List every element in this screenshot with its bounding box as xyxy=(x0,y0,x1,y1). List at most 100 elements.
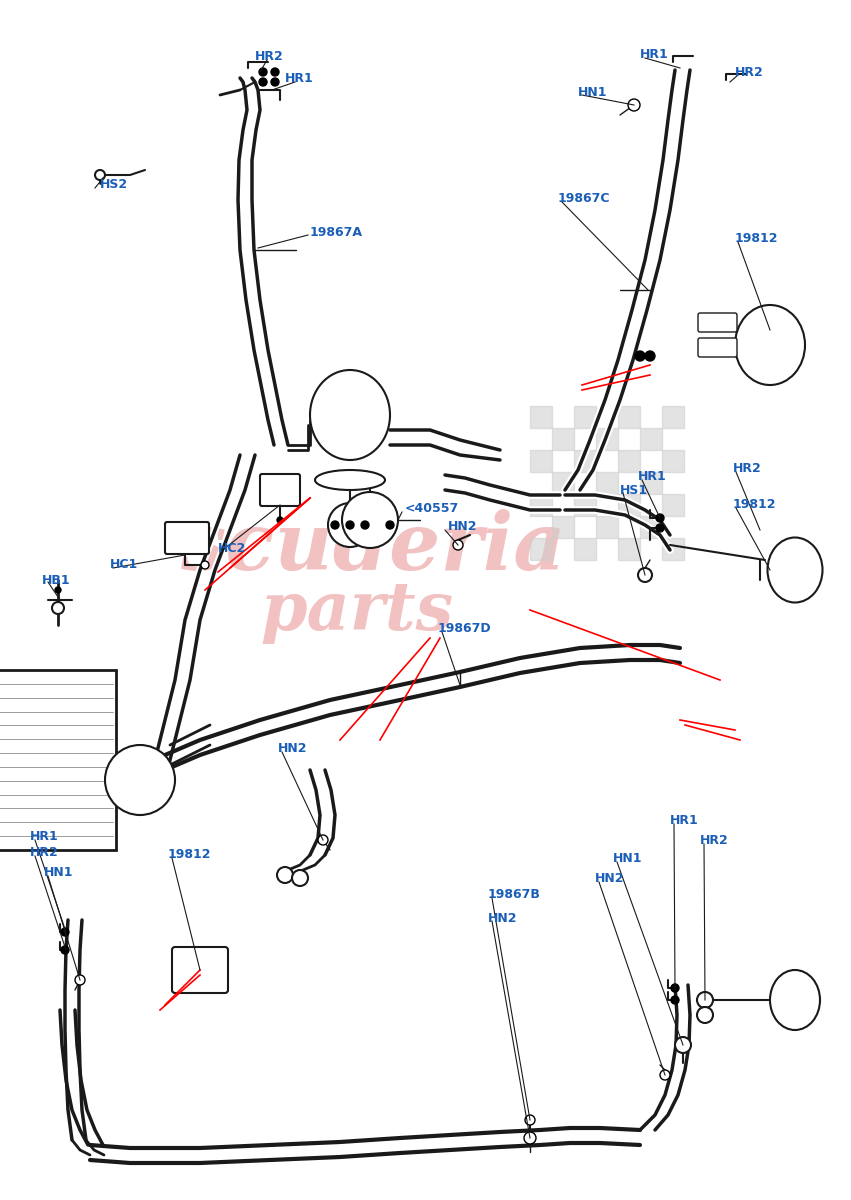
Bar xyxy=(530,406,552,428)
Text: 19812: 19812 xyxy=(735,232,779,245)
Circle shape xyxy=(697,992,713,1008)
Circle shape xyxy=(318,835,328,845)
Bar xyxy=(662,494,684,516)
Text: 19812: 19812 xyxy=(733,498,776,510)
FancyBboxPatch shape xyxy=(165,522,209,554)
Circle shape xyxy=(524,1132,536,1144)
Circle shape xyxy=(61,928,69,936)
Ellipse shape xyxy=(768,538,823,602)
Bar xyxy=(0,670,116,850)
Circle shape xyxy=(525,1115,535,1126)
Circle shape xyxy=(75,974,85,985)
Bar xyxy=(640,472,662,494)
Circle shape xyxy=(628,98,640,110)
Circle shape xyxy=(259,78,267,86)
Text: HN2: HN2 xyxy=(595,871,625,884)
Bar xyxy=(552,472,574,494)
Circle shape xyxy=(259,68,267,76)
Text: 19812: 19812 xyxy=(168,847,212,860)
Bar xyxy=(574,494,596,516)
Bar xyxy=(640,428,662,450)
Circle shape xyxy=(61,946,69,954)
Circle shape xyxy=(342,492,398,548)
Text: HR1: HR1 xyxy=(30,829,59,842)
Text: HR1: HR1 xyxy=(670,814,699,827)
Circle shape xyxy=(656,524,664,532)
Bar xyxy=(662,538,684,560)
Text: HR2: HR2 xyxy=(700,834,728,846)
Bar xyxy=(596,428,618,450)
Text: HN1: HN1 xyxy=(44,865,73,878)
Circle shape xyxy=(346,521,354,529)
Circle shape xyxy=(331,521,339,529)
Circle shape xyxy=(292,870,308,886)
Circle shape xyxy=(361,521,369,529)
Circle shape xyxy=(271,68,279,76)
Text: HR2: HR2 xyxy=(735,66,763,78)
FancyBboxPatch shape xyxy=(260,474,300,506)
Text: 19867A: 19867A xyxy=(310,226,363,239)
Circle shape xyxy=(328,503,372,547)
Bar xyxy=(618,538,640,560)
Circle shape xyxy=(697,1007,713,1022)
Bar xyxy=(618,450,640,472)
Text: HC2: HC2 xyxy=(218,541,246,554)
Text: 19867B: 19867B xyxy=(488,888,541,901)
Text: HN1: HN1 xyxy=(578,85,608,98)
Circle shape xyxy=(277,517,283,523)
Circle shape xyxy=(386,521,394,529)
Text: <40557: <40557 xyxy=(405,502,460,515)
Circle shape xyxy=(635,350,645,361)
Bar xyxy=(530,538,552,560)
Bar xyxy=(596,516,618,538)
Text: parts: parts xyxy=(260,578,453,644)
Text: HN2: HN2 xyxy=(278,742,307,755)
Text: 19867D: 19867D xyxy=(438,622,492,635)
Circle shape xyxy=(656,514,664,522)
Text: HC1: HC1 xyxy=(110,558,138,571)
Circle shape xyxy=(645,350,655,361)
Bar xyxy=(574,538,596,560)
Text: HN1: HN1 xyxy=(613,852,643,864)
Text: HR2: HR2 xyxy=(255,49,283,62)
Ellipse shape xyxy=(770,970,820,1030)
Bar xyxy=(552,428,574,450)
Text: HR2: HR2 xyxy=(733,462,762,474)
Circle shape xyxy=(671,984,679,992)
Text: HN2: HN2 xyxy=(448,521,477,534)
Bar xyxy=(618,406,640,428)
Bar xyxy=(662,450,684,472)
Circle shape xyxy=(95,170,105,180)
Circle shape xyxy=(675,1037,691,1054)
Text: HS1: HS1 xyxy=(620,484,648,497)
Bar xyxy=(574,450,596,472)
Text: HR1: HR1 xyxy=(285,72,314,84)
Bar xyxy=(618,494,640,516)
Ellipse shape xyxy=(735,305,805,385)
Bar xyxy=(596,472,618,494)
Ellipse shape xyxy=(310,370,390,460)
Bar xyxy=(662,406,684,428)
Circle shape xyxy=(52,602,64,614)
Circle shape xyxy=(671,996,679,1004)
Circle shape xyxy=(105,745,175,815)
FancyBboxPatch shape xyxy=(698,338,737,358)
Circle shape xyxy=(271,78,279,86)
Circle shape xyxy=(201,560,209,569)
Bar xyxy=(530,450,552,472)
Text: HR2: HR2 xyxy=(30,846,59,858)
Circle shape xyxy=(96,170,104,179)
Text: 19867C: 19867C xyxy=(558,192,610,204)
Text: scuderia: scuderia xyxy=(180,509,566,587)
Text: HS2: HS2 xyxy=(100,179,129,192)
Bar xyxy=(574,406,596,428)
Bar xyxy=(640,516,662,538)
Circle shape xyxy=(277,866,293,883)
Circle shape xyxy=(55,587,61,593)
Circle shape xyxy=(453,540,463,550)
Text: HN2: HN2 xyxy=(488,912,517,924)
Bar xyxy=(552,516,574,538)
Bar xyxy=(530,494,552,516)
Circle shape xyxy=(660,1070,670,1080)
Circle shape xyxy=(638,568,652,582)
